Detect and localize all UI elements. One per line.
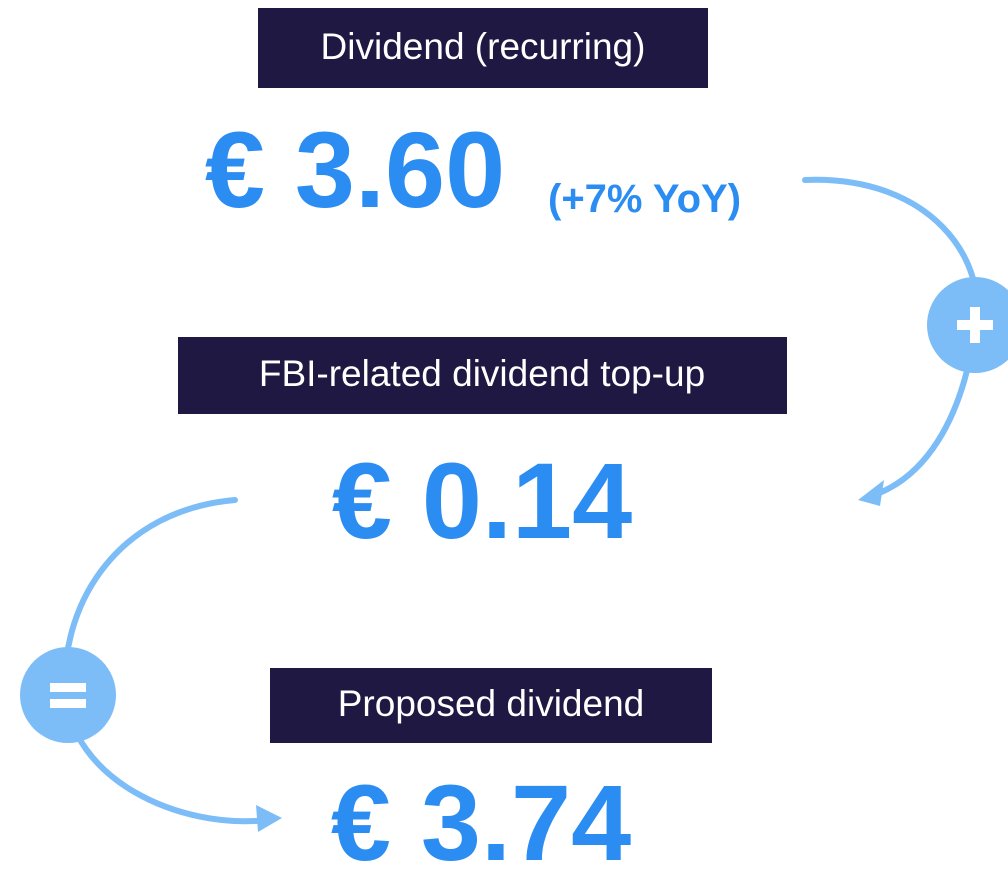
label: FBI-related dividend top-up xyxy=(259,353,705,394)
equals-icon xyxy=(20,647,116,743)
amount: € 3.60 xyxy=(205,109,505,230)
note: (+7% YoY) xyxy=(548,177,741,221)
label-box xyxy=(178,337,787,414)
label-box xyxy=(270,668,712,743)
amount: € 0.14 xyxy=(332,440,632,561)
label: Dividend (recurring) xyxy=(321,26,646,67)
label: Proposed dividend xyxy=(338,683,645,724)
equals-bottom xyxy=(50,699,86,708)
equals-top xyxy=(50,683,86,692)
arrowhead xyxy=(256,805,282,832)
label-box xyxy=(258,8,708,88)
plus-v xyxy=(970,307,980,343)
arrowhead xyxy=(858,480,884,506)
amount: € 3.74 xyxy=(331,762,631,870)
